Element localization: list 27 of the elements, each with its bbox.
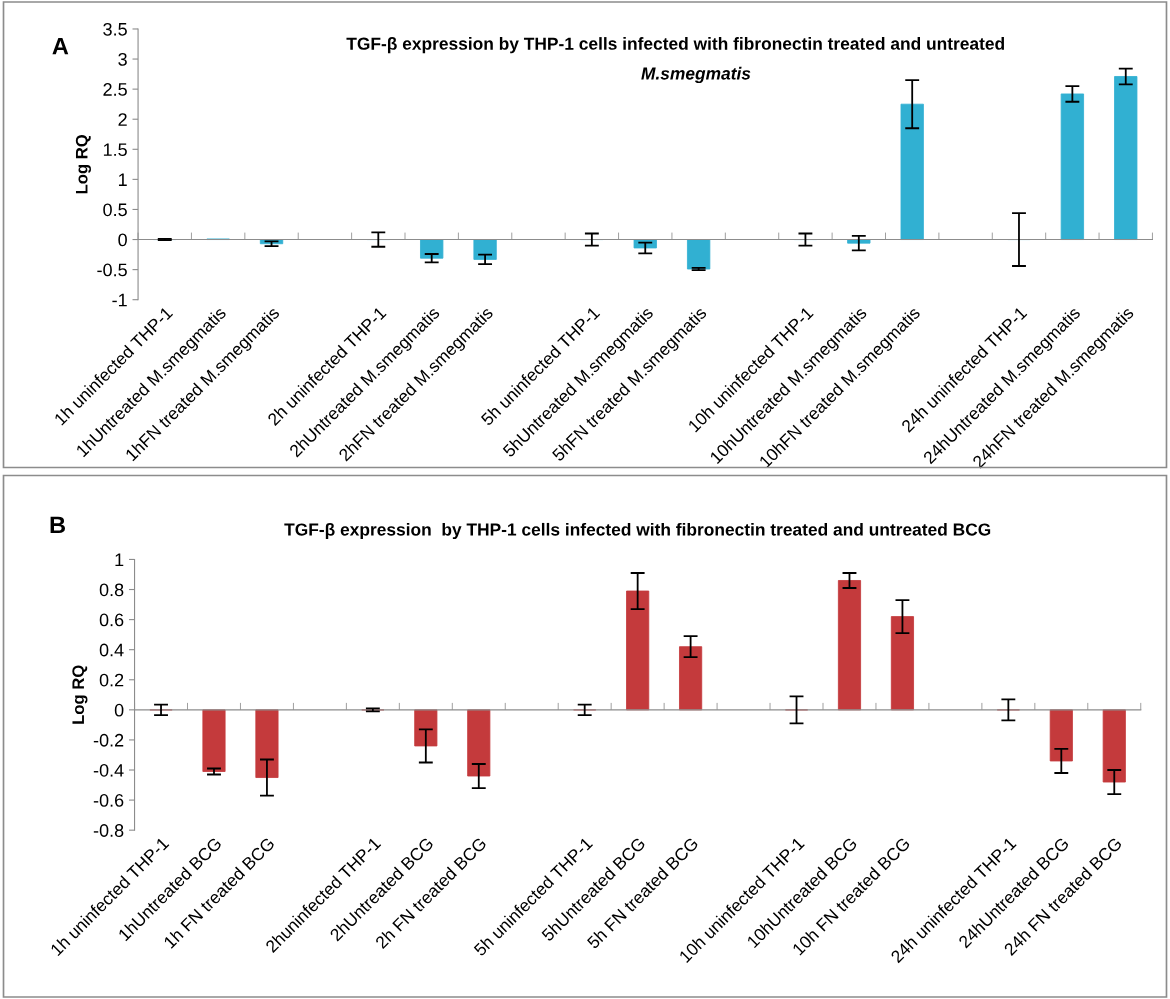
text: A bbox=[52, 37, 69, 55]
y-tick-label: 3 bbox=[118, 52, 127, 66]
y-tick-label: -0.4 bbox=[93, 763, 124, 777]
text: M.smegmatis bbox=[641, 66, 751, 84]
y-tick-label: 2 bbox=[118, 113, 127, 126]
y-tick-label: 0.2 bbox=[99, 673, 124, 687]
text: B bbox=[50, 516, 65, 534]
y-tick-label: 3.5 bbox=[103, 22, 127, 36]
y-tick-label: -0.8 bbox=[93, 824, 124, 837]
y-tick-label: 1 bbox=[115, 553, 124, 566]
y-tick-label: -0.2 bbox=[93, 733, 124, 747]
y-tick-label: 0.8 bbox=[99, 583, 124, 597]
chart-title: TGF-β expression by THP-1 cells infected with fibronectin treated and untreated BCG bbox=[284, 522, 991, 540]
y-axis-title: Log RQ bbox=[75, 134, 91, 194]
chart-title: TGF-β expression by THP-1 cells infected with fibronectin treated and untreated bbox=[346, 37, 1004, 54]
y-tick-label: -1 bbox=[112, 293, 127, 307]
y-tick-label: -0.6 bbox=[93, 794, 124, 807]
y-tick-label: 0.5 bbox=[103, 203, 127, 217]
y-tick-label: 0.4 bbox=[99, 643, 124, 657]
y-tick-label: 1 bbox=[118, 173, 127, 186]
y-tick-label: 2.5 bbox=[103, 83, 127, 96]
y-tick-label: -0.5 bbox=[97, 263, 127, 277]
y-tick-label: 0.6 bbox=[99, 613, 124, 627]
y-axis-title: Log RQ bbox=[72, 665, 88, 724]
y-tick-label: 0 bbox=[118, 233, 127, 247]
y-tick-label: 0 bbox=[114, 703, 124, 717]
y-tick-label: 1.5 bbox=[103, 143, 127, 157]
